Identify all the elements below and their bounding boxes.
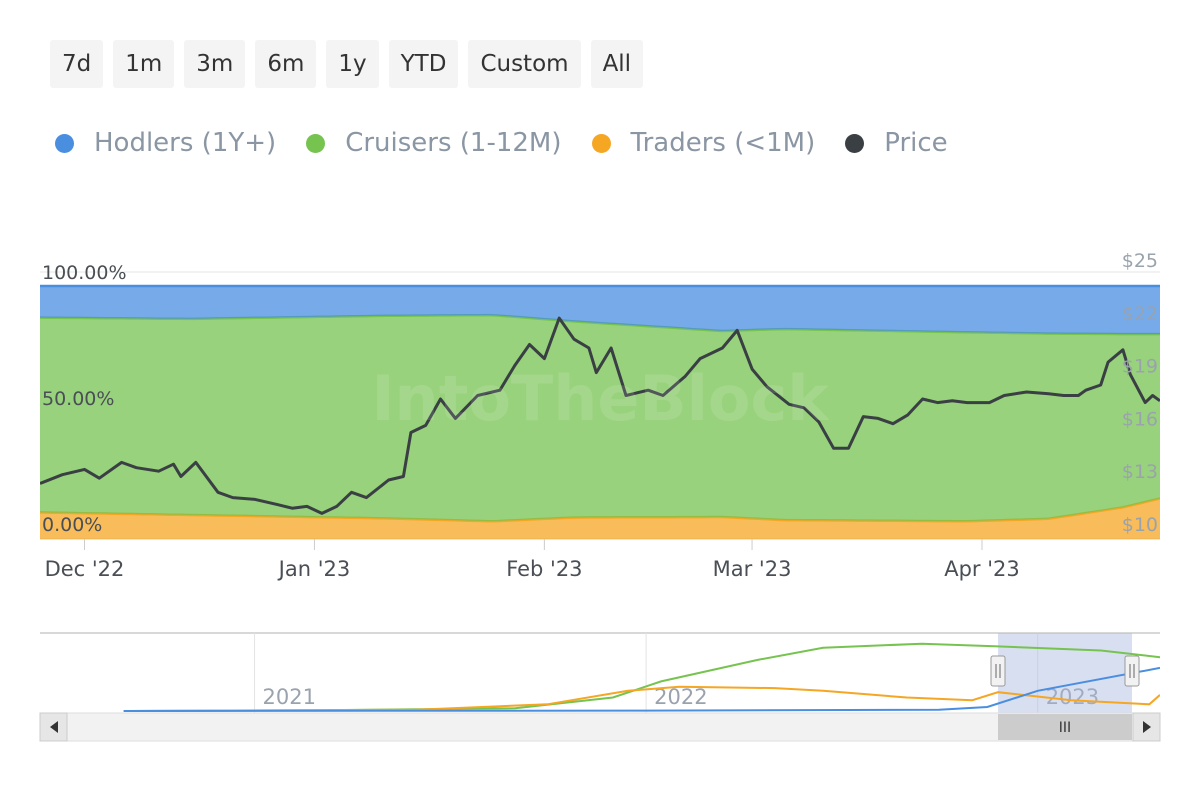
navigator-line-hodlers bbox=[123, 666, 1160, 712]
range-button-6m[interactable]: 6m bbox=[255, 40, 317, 88]
left-axis-label: 0.00% bbox=[42, 514, 102, 536]
plot-areas bbox=[40, 284, 1160, 539]
scrollbar-thumb[interactable]: III bbox=[998, 714, 1132, 740]
legend-marker bbox=[845, 133, 865, 153]
range-button-1y[interactable]: 1y bbox=[326, 40, 379, 88]
handle-body bbox=[990, 655, 1006, 687]
x-tick-label: Jan '23 bbox=[277, 557, 351, 581]
legend-label: Cruisers (1-12M) bbox=[345, 128, 562, 158]
right-axis-label: $22 bbox=[1122, 303, 1158, 325]
area-hodlers bbox=[40, 286, 1160, 335]
legend-marker bbox=[591, 133, 611, 153]
area-traders bbox=[40, 498, 1160, 539]
x-tick-label: Mar '23 bbox=[713, 557, 792, 581]
legend-label: Price bbox=[884, 128, 948, 158]
scrollbar-track[interactable] bbox=[39, 712, 1161, 742]
navigator-year-label: 2023 bbox=[1046, 685, 1099, 709]
range-button-ytd[interactable]: YTD bbox=[388, 40, 459, 88]
navigator-line-traders bbox=[123, 685, 1160, 712]
range-selector: 7d 1m 3m 6m 1y YTD Custom All bbox=[50, 40, 644, 88]
legend-item-traders[interactable]: Traders (<1M) bbox=[591, 128, 816, 158]
navigator-series bbox=[123, 642, 1160, 712]
x-tick-label: Apr '23 bbox=[944, 557, 1020, 581]
range-button-7d[interactable]: 7d bbox=[50, 40, 104, 88]
chevron-left-icon bbox=[50, 721, 58, 733]
scroll-left-button[interactable] bbox=[39, 712, 68, 742]
navigator-handle-right[interactable] bbox=[1124, 655, 1140, 687]
navigator-year-label: 2021 bbox=[263, 685, 316, 709]
x-tick-label: Dec '22 bbox=[45, 557, 125, 581]
chart-legend: Hodlers (1Y+) Cruisers (1-12M) Traders (<1… bbox=[55, 128, 948, 158]
legend-label: Hodlers (1Y+) bbox=[94, 128, 277, 158]
legend-item-cruisers[interactable]: Cruisers (1-12M) bbox=[306, 128, 562, 158]
price-line bbox=[40, 316, 1160, 515]
legend-item-hodlers[interactable]: Hodlers (1Y+) bbox=[55, 128, 276, 158]
right-axis-label: $13 bbox=[1122, 461, 1158, 483]
chevron-right-icon bbox=[1143, 721, 1151, 733]
legend-label: Traders (<1M) bbox=[630, 128, 816, 158]
main-chart: IntoTheBlock 100.00% 50.00% 0.00% $25 $22 $19 $… bbox=[40, 250, 1160, 581]
range-button-1m[interactable]: 1m bbox=[113, 40, 175, 88]
range-button-custom[interactable]: Custom bbox=[468, 40, 581, 88]
legend-marker bbox=[306, 133, 326, 153]
right-axis-label: $16 bbox=[1122, 408, 1158, 430]
navigator-handle-left[interactable] bbox=[990, 655, 1006, 687]
scroll-grip-icon: III bbox=[1059, 720, 1071, 736]
range-button-3m[interactable]: 3m bbox=[184, 40, 246, 88]
watermark: IntoTheBlock bbox=[371, 362, 830, 435]
right-axis-label: $25 bbox=[1122, 250, 1158, 272]
range-button-all[interactable]: All bbox=[590, 40, 644, 88]
legend-item-price[interactable]: Price bbox=[845, 128, 948, 158]
scroll-right-button[interactable] bbox=[1132, 712, 1161, 742]
legend-marker bbox=[55, 133, 74, 153]
handle-body bbox=[1124, 655, 1140, 687]
scroll-right-bg bbox=[1132, 712, 1161, 742]
left-axis-label: 100.00% bbox=[42, 262, 127, 284]
area-cruisers bbox=[40, 315, 1160, 522]
navigator-selection bbox=[998, 633, 1132, 713]
right-axis-label: $10 bbox=[1122, 514, 1158, 536]
scrollbar-thumb-body bbox=[998, 714, 1132, 740]
x-tick-label: Feb '23 bbox=[506, 557, 582, 581]
right-axis-label: $19 bbox=[1122, 356, 1158, 378]
left-axis-label: 50.00% bbox=[42, 388, 114, 410]
